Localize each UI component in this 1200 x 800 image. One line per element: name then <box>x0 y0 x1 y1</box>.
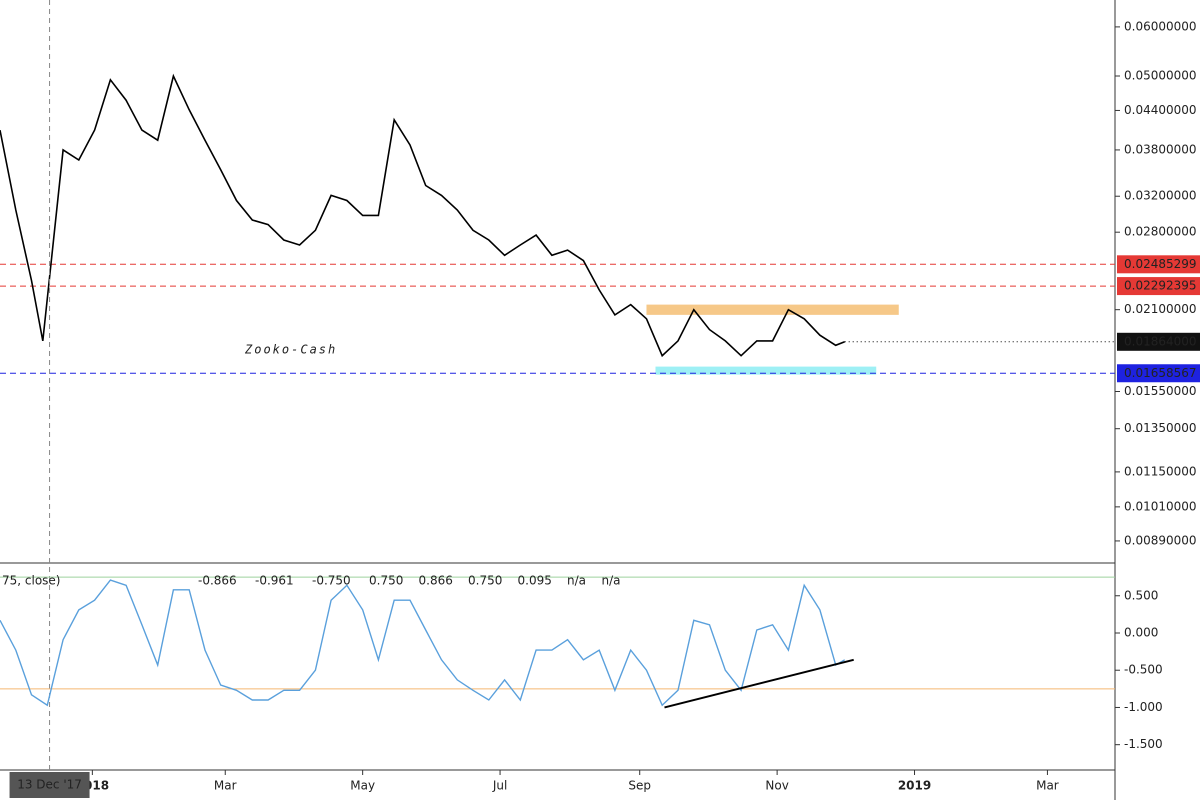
y-tick-label: 0.02100000 <box>1124 302 1197 316</box>
y-tick-label: 0.02800000 <box>1124 225 1197 239</box>
last-price-box <box>1117 332 1200 351</box>
y-tick-label: 0.05000000 <box>1124 69 1197 83</box>
y-tick-label: 0.01550000 <box>1124 384 1197 398</box>
level-label-box <box>1117 277 1200 296</box>
indicator-value: 0.866 <box>419 574 453 588</box>
y-tick-label: 0.03200000 <box>1124 189 1197 203</box>
x-tick-label: 2019 <box>898 779 931 793</box>
y-tick-label: 0.01350000 <box>1124 421 1197 435</box>
level-label-box <box>1117 255 1200 274</box>
level-label: 0.02485299 <box>1124 257 1197 271</box>
level-label-box <box>1117 364 1200 383</box>
y-tick-label: 0.06000000 <box>1124 19 1197 33</box>
price-line <box>0 579 846 707</box>
x-tick-label: Mar <box>1036 779 1059 793</box>
annotation: Zooko-Cash <box>244 343 337 357</box>
y-tick-label: 0.01150000 <box>1124 464 1197 478</box>
indicator-value: 0.750 <box>468 574 502 588</box>
x-tick-label: May <box>350 779 375 793</box>
x-tick-label: Sep <box>628 779 651 793</box>
zone <box>646 304 899 315</box>
crosshair-label: 13 Dec '17 <box>17 778 82 792</box>
y-tick-label: -1.500 <box>1124 737 1163 751</box>
level-label: 0.01658567 <box>1124 366 1197 380</box>
indicator-value: n/a <box>602 574 621 588</box>
y-tick-label: -1.000 <box>1124 700 1163 714</box>
y-tick-label: 0.03800000 <box>1124 142 1197 156</box>
indicator-value: -0.866 <box>198 574 237 588</box>
trendline <box>664 658 854 709</box>
y-tick-label: 0.000 <box>1124 625 1158 639</box>
last-price-label: 0.01864000 <box>1124 334 1197 348</box>
level-label: 0.02292395 <box>1124 279 1197 293</box>
price-line <box>0 73 845 358</box>
x-tick-label: Nov <box>765 779 788 793</box>
crosshair-label-box <box>9 772 90 798</box>
y-tick-label: 0.500 <box>1124 588 1158 602</box>
x-tick-label: Jul <box>492 779 507 793</box>
y-tick-label: 0.04400000 <box>1124 103 1197 117</box>
indicator-value: 0.750 <box>369 574 403 588</box>
indicator-header: 75, close) <box>2 574 61 588</box>
y-tick-label: -0.500 <box>1124 663 1163 677</box>
indicator-value: 0.095 <box>518 574 552 588</box>
indicator-value: n/a <box>567 574 586 588</box>
y-tick-label: 0.01010000 <box>1124 499 1197 513</box>
x-tick-label: Mar <box>214 779 237 793</box>
indicator-value: -0.750 <box>312 574 351 588</box>
zone <box>655 366 877 375</box>
indicator-value: -0.961 <box>255 574 294 588</box>
y-tick-label: 0.00890000 <box>1124 533 1197 547</box>
